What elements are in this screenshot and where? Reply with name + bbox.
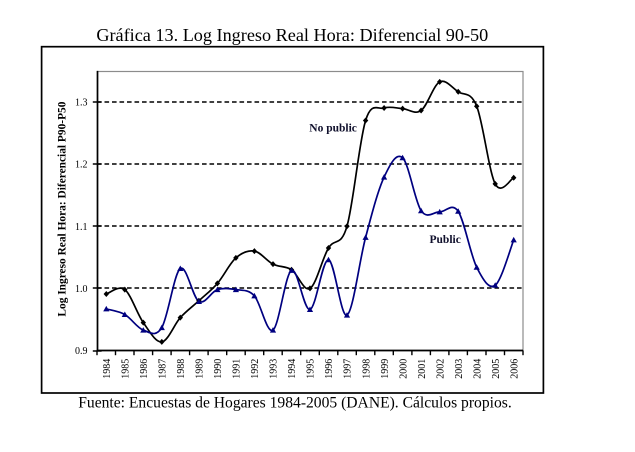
svg-text:Gráfica 13. Log Ingreso Real H: Gráfica 13. Log Ingreso Real Hora: Difer… (96, 25, 488, 45)
svg-text:1994: 1994 (287, 359, 298, 379)
svg-text:1999: 1999 (380, 359, 391, 379)
svg-text:1989: 1989 (195, 359, 206, 379)
svg-text:1986: 1986 (139, 359, 150, 379)
svg-text:2000: 2000 (398, 359, 409, 379)
svg-text:1.1: 1.1 (75, 222, 88, 233)
svg-text:1.0: 1.0 (75, 284, 88, 295)
svg-text:2006: 2006 (509, 359, 520, 379)
svg-text:Public: Public (430, 234, 461, 246)
svg-text:1985: 1985 (121, 359, 132, 379)
svg-text:1991: 1991 (232, 359, 243, 379)
svg-text:Fuente: Encuestas de Hogares 1: Fuente: Encuestas de Hogares 1984-2005 (… (78, 395, 512, 412)
svg-text:1998: 1998 (361, 359, 372, 379)
svg-text:2001: 2001 (417, 359, 428, 379)
svg-text:2002: 2002 (435, 359, 446, 379)
svg-text:2004: 2004 (472, 359, 483, 379)
svg-text:1987: 1987 (158, 359, 169, 379)
svg-text:1996: 1996 (324, 359, 335, 379)
svg-text:1.3: 1.3 (75, 97, 88, 108)
svg-text:No public: No public (309, 122, 357, 134)
svg-text:1990: 1990 (213, 359, 224, 379)
svg-text:1995: 1995 (306, 359, 317, 379)
svg-text:1997: 1997 (343, 359, 354, 379)
svg-text:1992: 1992 (250, 359, 261, 379)
svg-text:1.2: 1.2 (75, 160, 88, 171)
svg-text:1984: 1984 (102, 359, 113, 379)
svg-text:0.9: 0.9 (75, 346, 88, 357)
svg-text:1988: 1988 (176, 359, 187, 379)
svg-text:2005: 2005 (491, 359, 502, 379)
svg-text:2003: 2003 (454, 359, 465, 379)
svg-text:1993: 1993 (269, 359, 280, 379)
svg-text:Log Ingreso Real Hora: Diferen: Log Ingreso Real Hora: Diferencial P90-P… (57, 101, 69, 316)
